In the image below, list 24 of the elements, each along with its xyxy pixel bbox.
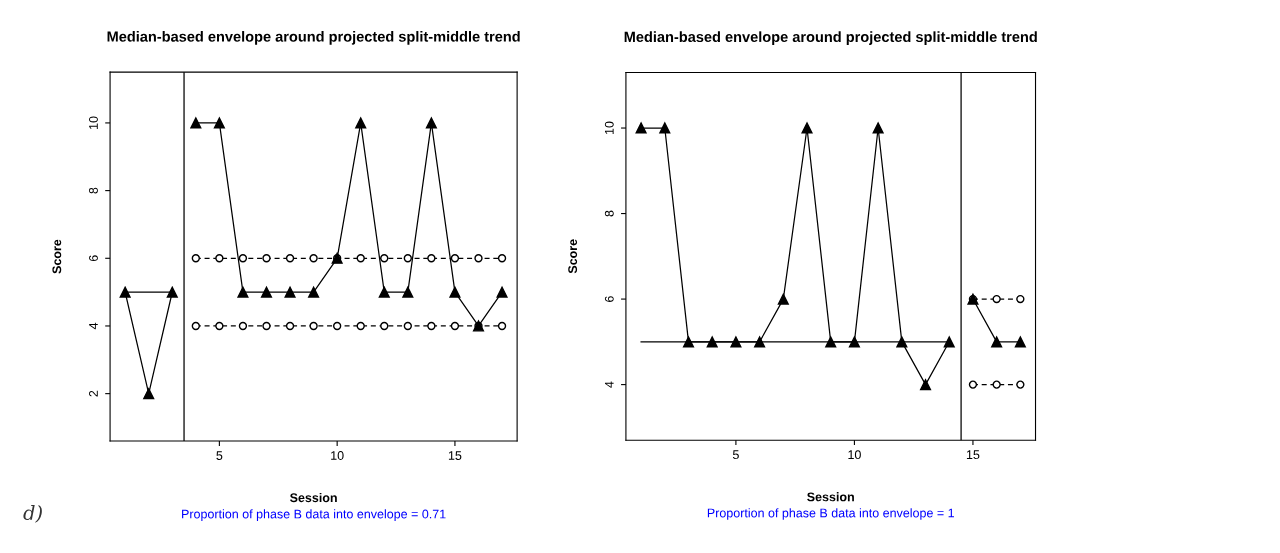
y-tick-label: 6 <box>89 255 98 262</box>
text: d) <box>23 505 42 523</box>
text: Proportion of phase B data into envelope = 0.71 <box>182 509 446 521</box>
chart-title: Median-based envelope around projected split-middle trend <box>107 31 520 45</box>
y-tick-label: 8 <box>89 187 98 194</box>
x-tick-label: 15 <box>448 451 462 460</box>
y-tick-label: 10 <box>89 116 98 129</box>
y-axis-title: Score <box>568 239 578 274</box>
y-axis-title: Score <box>52 239 62 274</box>
x-tick-label: 5 <box>216 451 223 460</box>
x-tick-label: 15 <box>966 450 980 460</box>
text: Proportion of phase B data into envelope = 1 <box>707 508 954 520</box>
y-tick-label: 4 <box>89 322 98 330</box>
chart-title: Median-based envelope around projected split-middle trend <box>624 31 1037 45</box>
x-axis-title: Session <box>807 492 854 502</box>
y-tick-label: 4 <box>605 381 614 388</box>
x-tick-label: 10 <box>331 451 344 460</box>
x-tick-label: 10 <box>848 450 861 460</box>
y-tick-label: 2 <box>89 390 98 397</box>
x-axis-title: Session <box>289 492 337 503</box>
y-tick-label: 8 <box>604 210 614 217</box>
x-tick-label: 5 <box>732 450 739 460</box>
y-tick-label: 6 <box>604 296 614 302</box>
y-tick-label: 10 <box>604 121 614 135</box>
